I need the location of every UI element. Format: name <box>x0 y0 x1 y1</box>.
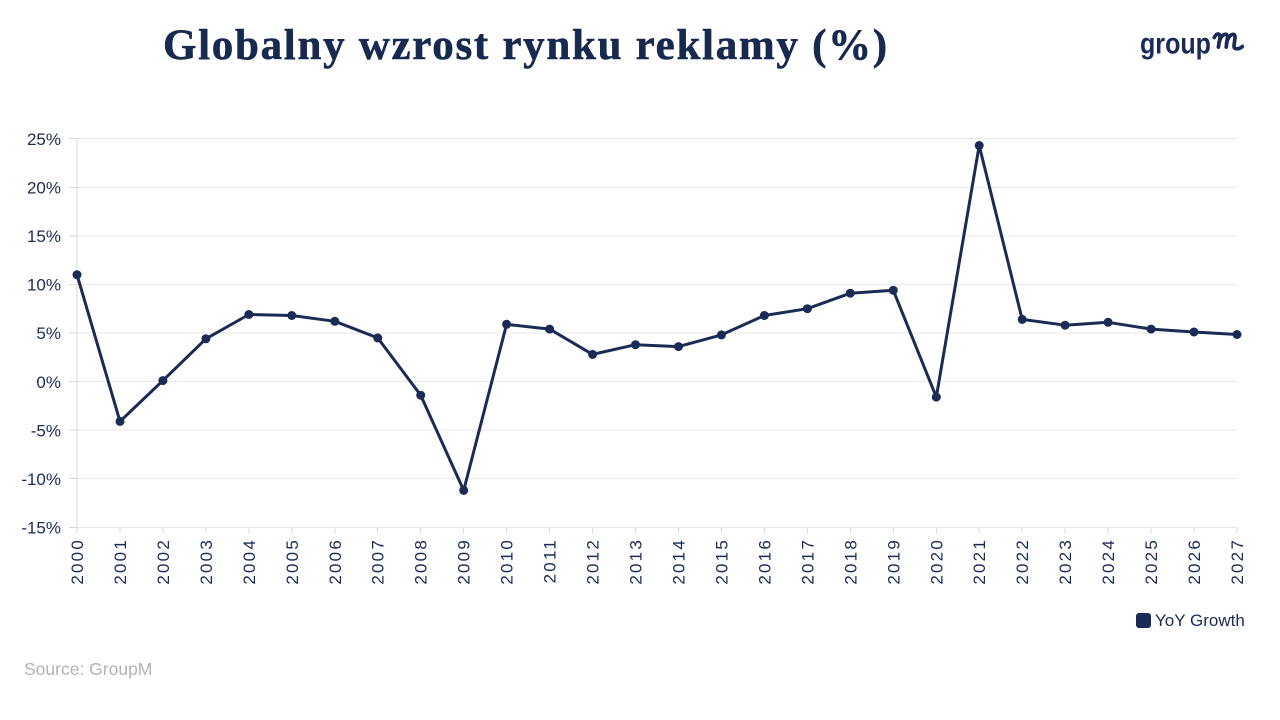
svg-text:-5%: -5% <box>31 421 61 440</box>
svg-text:2008: 2008 <box>412 538 431 585</box>
svg-text:2005: 2005 <box>283 538 302 585</box>
svg-text:2009: 2009 <box>455 538 474 585</box>
svg-text:2019: 2019 <box>884 538 903 585</box>
svg-text:group: group <box>1140 28 1211 61</box>
svg-text:2026: 2026 <box>1185 538 1204 585</box>
svg-text:2010: 2010 <box>498 538 517 585</box>
svg-text:2023: 2023 <box>1056 538 1075 585</box>
svg-text:2013: 2013 <box>627 538 646 585</box>
svg-text:2011: 2011 <box>541 538 560 583</box>
svg-text:2003: 2003 <box>197 538 216 585</box>
svg-text:-10%: -10% <box>21 470 61 489</box>
svg-text:2021: 2021 <box>970 538 989 585</box>
svg-text:2025: 2025 <box>1142 538 1161 585</box>
svg-text:2018: 2018 <box>841 538 860 585</box>
svg-text:-15%: -15% <box>21 519 61 538</box>
svg-text:2012: 2012 <box>584 538 603 585</box>
svg-text:2007: 2007 <box>369 538 388 585</box>
svg-text:2017: 2017 <box>798 538 817 585</box>
svg-text:YoY Growth: YoY Growth <box>1155 611 1245 630</box>
svg-text:2001: 2001 <box>111 538 130 585</box>
svg-text:2000: 2000 <box>68 538 87 585</box>
svg-text:2014: 2014 <box>670 538 689 585</box>
svg-text:2004: 2004 <box>240 538 259 585</box>
svg-text:15%: 15% <box>27 227 61 246</box>
svg-text:2015: 2015 <box>712 538 731 585</box>
svg-text:2020: 2020 <box>927 538 946 585</box>
svg-text:25%: 25% <box>27 130 61 149</box>
svg-text:2022: 2022 <box>1013 538 1032 585</box>
svg-text:2016: 2016 <box>755 538 774 585</box>
svg-text:2024: 2024 <box>1099 538 1118 585</box>
svg-text:2027: 2027 <box>1228 538 1247 585</box>
svg-text:10%: 10% <box>27 276 61 295</box>
svg-text:5%: 5% <box>36 324 61 343</box>
svg-text:0%: 0% <box>36 373 61 392</box>
svg-text:2002: 2002 <box>154 538 173 585</box>
svg-text:20%: 20% <box>27 179 61 198</box>
svg-text:2006: 2006 <box>326 538 345 585</box>
